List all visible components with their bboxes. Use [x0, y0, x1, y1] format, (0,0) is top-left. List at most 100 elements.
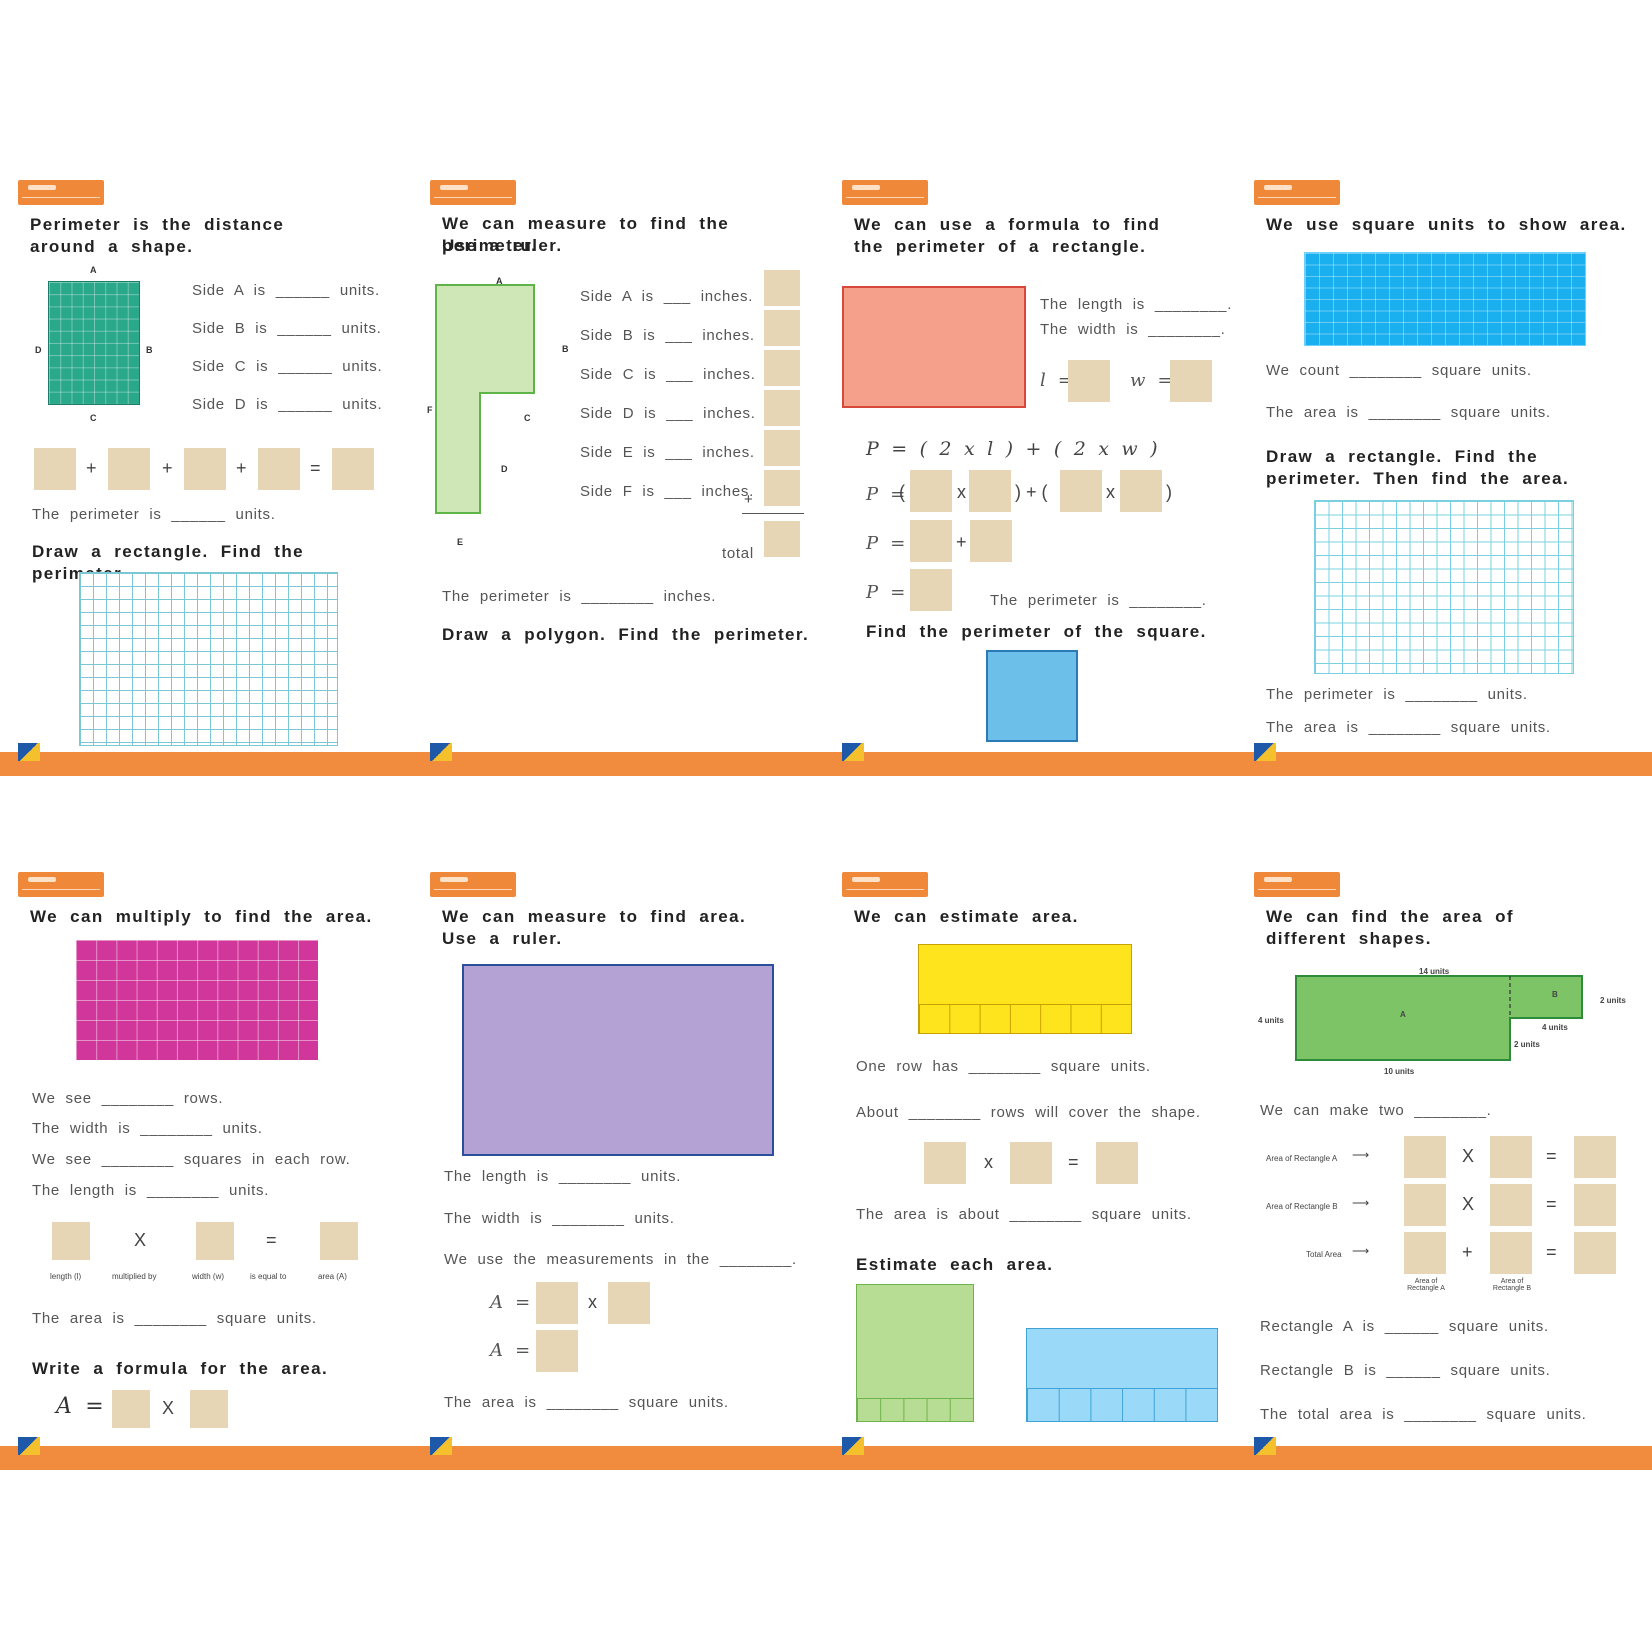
- answer-box[interactable]: [1574, 1184, 1616, 1226]
- width-line: The width is ________.: [1040, 321, 1226, 338]
- corner-label-a: A: [496, 276, 503, 286]
- card-title: We use square units to show area.: [1266, 215, 1627, 234]
- answer-box[interactable]: [108, 448, 150, 490]
- paren-plus-paren: ) + (: [1015, 482, 1048, 502]
- card-tab: [430, 872, 516, 897]
- width-box[interactable]: [196, 1222, 234, 1260]
- answer-box[interactable]: [190, 1390, 228, 1428]
- side-c-line: Side C is ___ inches.: [580, 366, 756, 383]
- card-title-line1: We can measure to find the perimeter.: [442, 214, 730, 255]
- measurements-line: We use the measurements in the ________.: [444, 1251, 797, 1268]
- answer-box[interactable]: [910, 470, 952, 512]
- answer-box[interactable]: [1490, 1232, 1532, 1274]
- blue-unit-row: [1026, 1388, 1218, 1422]
- card-tab: [842, 872, 928, 897]
- l-equals: l =: [1040, 370, 1074, 391]
- drawing-grid[interactable]: [79, 572, 338, 746]
- drawing-grid[interactable]: [1314, 500, 1574, 674]
- magenta-array-rectangle: [76, 940, 318, 1060]
- w-equals: w =: [1130, 370, 1174, 391]
- area-line: The area is about ________ square units.: [856, 1206, 1192, 1223]
- area-line: The area is ________ square units.: [32, 1310, 317, 1327]
- p-equals: P =: [866, 484, 907, 505]
- answer-box[interactable]: [1096, 1142, 1138, 1184]
- answer-box[interactable]: [1490, 1184, 1532, 1226]
- times-sign: X: [1462, 1146, 1475, 1166]
- card-area-6: We can measure to find area. Use a ruler…: [412, 872, 812, 1472]
- task-text: Find the perimeter of the square.: [866, 622, 1207, 641]
- card-perimeter-3: We can use a formula to find the perimet…: [824, 180, 1231, 780]
- region-label-a: A: [1400, 1010, 1406, 1019]
- answer-box[interactable]: [1060, 470, 1102, 512]
- corner-label-f: F: [427, 405, 433, 415]
- answer-box[interactable]: [1574, 1136, 1616, 1178]
- answer-box[interactable]: [924, 1142, 966, 1184]
- answer-box[interactable]: [1490, 1136, 1532, 1178]
- plus-sign: +: [744, 491, 753, 508]
- answer-box[interactable]: [1404, 1184, 1446, 1226]
- corner-label-b: B: [146, 345, 153, 355]
- times-sign: x: [1106, 482, 1115, 502]
- answer-box[interactable]: [764, 430, 800, 466]
- total-area-line: The total area is ________ square units.: [1260, 1406, 1587, 1423]
- publisher-logo-icon: [430, 743, 452, 761]
- footer-strip-bottom: [0, 1446, 1652, 1470]
- answer-box[interactable]: [969, 470, 1011, 512]
- side-a-line: Side A is ______ units.: [192, 282, 380, 299]
- width-box[interactable]: [1170, 360, 1212, 402]
- corner-label-c: C: [524, 413, 531, 423]
- green-rectangle: [856, 1284, 974, 1399]
- answer-box[interactable]: [112, 1390, 150, 1428]
- answer-box[interactable]: [764, 270, 800, 306]
- card-area-7: We can estimate area. One row has ______…: [824, 872, 1224, 1472]
- dim-bottom: 10 units: [1384, 1067, 1415, 1076]
- l-shape-fill: [435, 284, 535, 514]
- total-box[interactable]: [764, 521, 800, 557]
- compound-shape: [1295, 975, 1583, 1061]
- answer-box[interactable]: [1010, 1142, 1052, 1184]
- answer-box[interactable]: [608, 1282, 650, 1324]
- answer-box[interactable]: [1404, 1136, 1446, 1178]
- row-line: One row has ________ square units.: [856, 1058, 1151, 1075]
- answer-box[interactable]: [970, 520, 1012, 562]
- answer-box[interactable]: [910, 520, 952, 562]
- rect-a-line: Rectangle A is ______ square units.: [1260, 1318, 1549, 1335]
- answer-box[interactable]: [764, 350, 800, 386]
- answer-box[interactable]: [258, 448, 300, 490]
- salmon-rectangle: [842, 286, 1026, 408]
- answer-box[interactable]: [1120, 470, 1162, 512]
- answer-box[interactable]: [34, 448, 76, 490]
- area-box[interactable]: [320, 1222, 358, 1260]
- area-line: The area is ________ square units.: [1266, 404, 1551, 421]
- width-line: The width is ________ units.: [32, 1120, 263, 1137]
- p-equals: P =: [866, 533, 907, 554]
- plus-sign: +: [236, 458, 247, 478]
- plus-sign: +: [1462, 1242, 1473, 1262]
- answer-box[interactable]: [764, 310, 800, 346]
- task-text: Draw a rectangle. Find the perimeter. Th…: [1266, 447, 1570, 488]
- answer-box[interactable]: [536, 1282, 578, 1324]
- length-box[interactable]: [52, 1222, 90, 1260]
- answer-box[interactable]: [910, 569, 952, 611]
- times-sign: X: [134, 1230, 147, 1250]
- answer-box[interactable]: [536, 1330, 578, 1372]
- footer-strip-top: [0, 752, 1652, 776]
- purple-rectangle: [462, 964, 774, 1156]
- card-title-line1: We can measure to find area.: [442, 907, 747, 926]
- a-equals: A =: [490, 1340, 531, 1361]
- answer-box[interactable]: [764, 470, 800, 506]
- answer-box[interactable]: [1404, 1232, 1446, 1274]
- publisher-logo-icon: [18, 743, 40, 761]
- answer-box[interactable]: [1574, 1232, 1616, 1274]
- task-text: Draw a polygon. Find the perimeter.: [442, 625, 810, 644]
- corner-label-b: B: [562, 344, 569, 354]
- corner-label-a: A: [90, 265, 97, 275]
- caption-width: width (w): [192, 1272, 225, 1281]
- answer-box[interactable]: [764, 390, 800, 426]
- card-title-line2: Use a ruler.: [442, 236, 563, 255]
- answer-box[interactable]: [184, 448, 226, 490]
- length-box[interactable]: [1068, 360, 1110, 402]
- answer-box[interactable]: [332, 448, 374, 490]
- a-equals: A =: [56, 1394, 105, 1419]
- dim-left: 4 units: [1258, 1016, 1284, 1025]
